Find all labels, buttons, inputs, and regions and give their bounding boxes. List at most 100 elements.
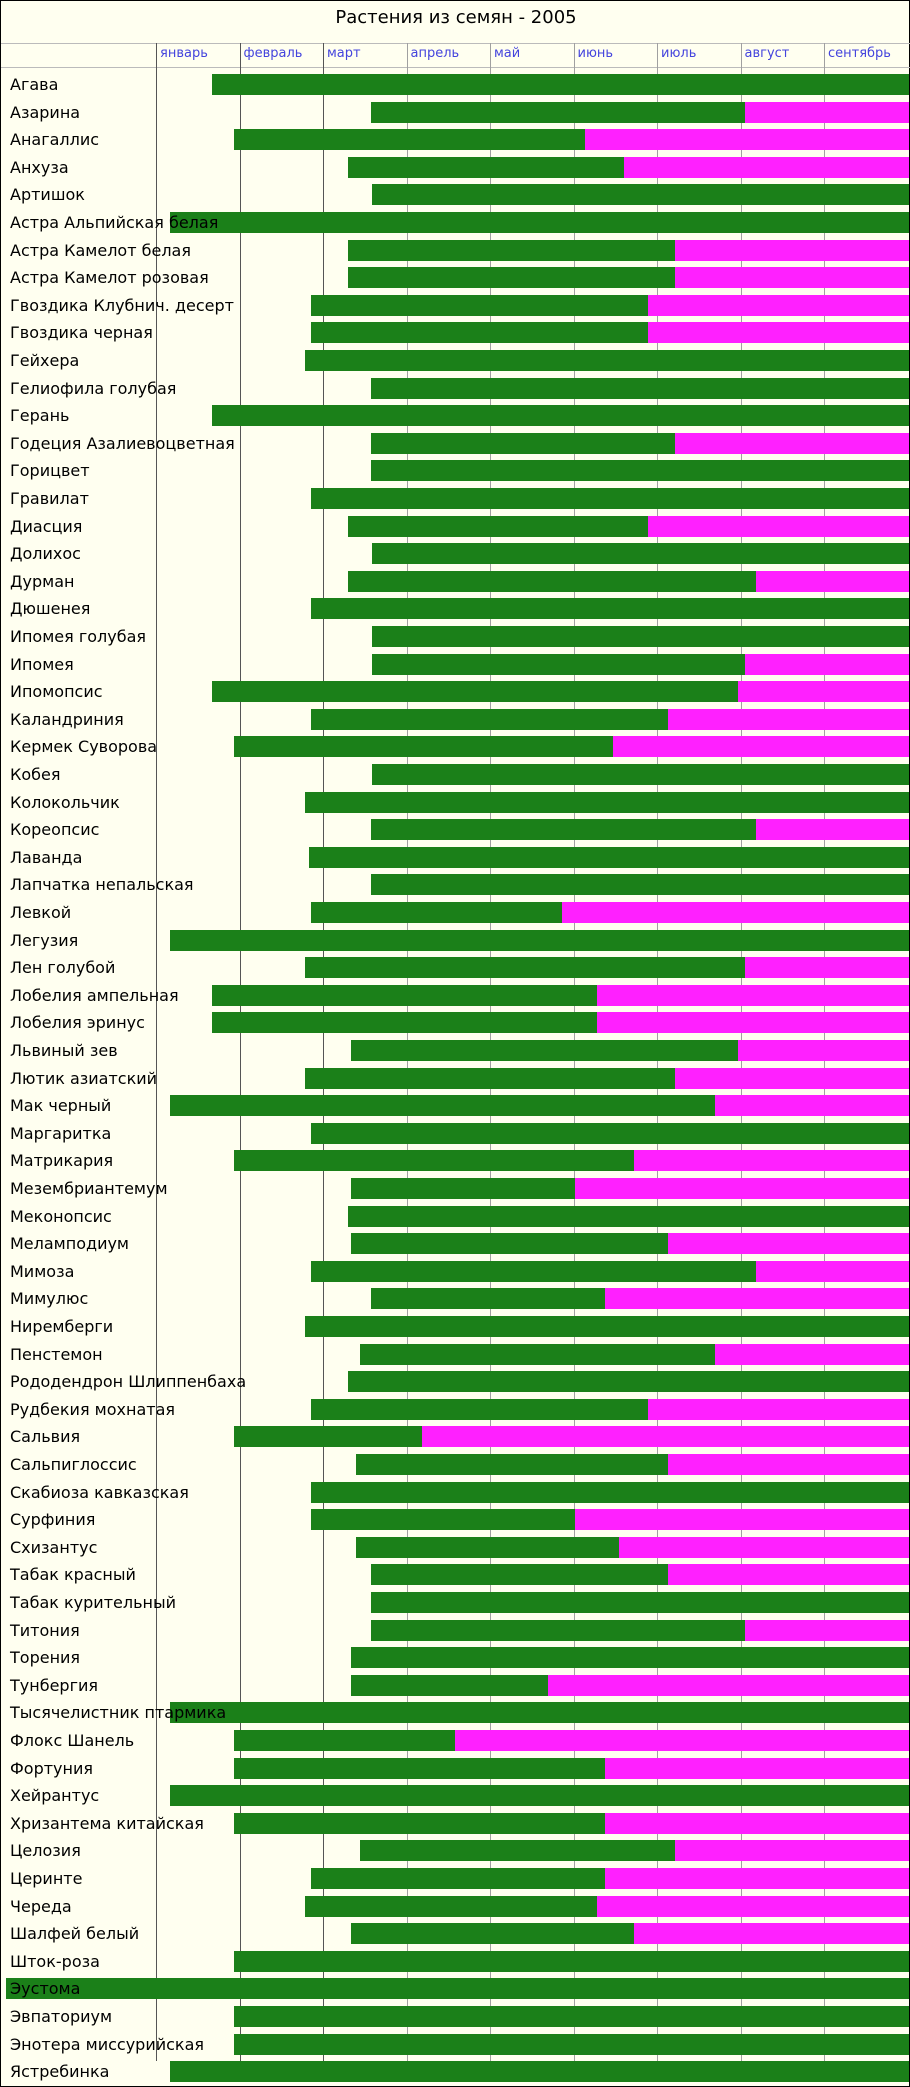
bloom-bar	[454, 1730, 909, 1751]
bloom-bar	[714, 1095, 909, 1117]
plant-label: Астра Альпийская белая	[10, 213, 219, 232]
growth-bar	[311, 1481, 909, 1503]
plant-label: Гвоздика черная	[10, 323, 153, 343]
plant-label: Гравилат	[10, 489, 89, 508]
plant-label: Флокс Шанель	[10, 1731, 135, 1750]
plant-label: Артишок	[10, 185, 85, 205]
plant-label: Ипомея	[10, 654, 74, 674]
growth-bar	[311, 488, 909, 509]
bloom-bar	[605, 1757, 909, 1779]
plant-label: Ястребинка	[10, 2062, 110, 2082]
growth-bar	[305, 1895, 597, 1917]
plant-label: Горицвет	[10, 461, 90, 481]
growth-bar	[234, 1950, 909, 1972]
plant-label: Титония	[10, 1620, 80, 1640]
bloom-bar	[675, 432, 909, 454]
growth-bar	[234, 1757, 606, 1779]
bloom-bar	[756, 819, 909, 841]
bloom-bar	[633, 1150, 909, 1172]
growth-bar	[234, 1426, 423, 1448]
growth-bar	[311, 708, 668, 730]
plant-label: Табак красный	[10, 1565, 136, 1585]
growth-bar	[348, 1371, 909, 1393]
plant-label: Ниремберги	[10, 1317, 114, 1336]
month-label: август	[744, 46, 790, 61]
plant-label: Сальвия	[10, 1427, 81, 1447]
plant-label: Сальпиглоссис	[10, 1455, 137, 1474]
plant-label: Дурман	[10, 571, 75, 591]
bloom-bar	[675, 1067, 909, 1089]
month-label: сентябрь	[828, 46, 891, 61]
header-divider	[1, 67, 910, 68]
growth-bar	[211, 405, 909, 427]
plant-label: Ипомея голубая	[10, 627, 147, 646]
growth-bar	[311, 294, 648, 316]
growth-bar	[370, 377, 909, 399]
plant-label: Эвпаториум	[10, 2007, 113, 2026]
growth-bar	[308, 846, 909, 868]
plant-label: Меламподиум	[10, 1234, 129, 1254]
growth-bar	[305, 957, 745, 979]
plant-label: Мимулюс	[10, 1289, 89, 1309]
plant-label: Церинте	[10, 1869, 83, 1888]
plant-label: Азарина	[10, 102, 81, 122]
growth-bar	[234, 1730, 455, 1751]
plant-label: Кермек Суворова	[10, 737, 158, 757]
plant-label: Долихос	[10, 544, 81, 564]
plant-label: Агава	[10, 75, 59, 94]
growth-bar	[311, 902, 562, 923]
growth-bar	[372, 184, 909, 206]
growth-bar	[311, 1868, 606, 1889]
plant-label: Легузия	[10, 930, 79, 950]
month-label: март	[327, 46, 361, 61]
growth-bar	[348, 156, 625, 178]
plant-label: Череда	[10, 1896, 72, 1916]
growth-bar	[370, 1288, 606, 1310]
growth-bar	[348, 515, 648, 537]
bloom-bar	[561, 902, 909, 923]
bloom-bar	[667, 708, 909, 730]
bloom-bar	[575, 1509, 909, 1531]
axis-line	[156, 43, 157, 2061]
plant-label: Дюшенея	[10, 599, 91, 619]
growth-bar	[372, 764, 909, 785]
growth-bar	[370, 1564, 668, 1586]
bloom-bar	[756, 570, 909, 592]
plant-label: Астра Камелот розовая	[10, 268, 209, 288]
bloom-bar	[744, 1619, 909, 1641]
bloom-bar	[596, 1012, 909, 1034]
bloom-bar	[737, 681, 909, 703]
growth-bar	[370, 874, 909, 896]
plant-label: Мимоза	[10, 1261, 75, 1281]
growth-bar	[350, 1178, 576, 1199]
plant-label: Каландриния	[10, 709, 124, 729]
plant-label: Левкой	[10, 903, 72, 922]
bloom-bar	[605, 1868, 909, 1889]
growth-bar	[305, 791, 909, 813]
month-gridline	[239, 43, 241, 2061]
month-label: май	[494, 46, 521, 61]
growth-bar	[305, 1067, 676, 1089]
bloom-bar	[675, 267, 909, 289]
plant-label: Ипомопсис	[10, 682, 103, 702]
growth-bar	[211, 984, 597, 1006]
bloom-bar	[596, 984, 909, 1006]
growth-bar	[170, 212, 909, 233]
plant-label: Шток-роза	[10, 1951, 100, 1971]
bloom-bar	[585, 129, 909, 151]
month-label: июль	[661, 46, 697, 61]
bloom-bar	[647, 515, 909, 537]
bloom-bar	[647, 1398, 909, 1420]
growth-bar	[370, 101, 745, 123]
growth-bar	[348, 570, 757, 592]
growth-bar	[350, 1674, 548, 1696]
growth-bar	[234, 2033, 909, 2055]
growth-bar	[355, 1536, 620, 1558]
plant-label: Матрикария	[10, 1151, 114, 1171]
month-label: июнь	[577, 46, 614, 61]
plant-label: Фортуния	[10, 1758, 93, 1778]
bloom-bar	[619, 1536, 909, 1558]
growth-bar	[350, 1040, 738, 1061]
growth-bar	[350, 1233, 668, 1255]
